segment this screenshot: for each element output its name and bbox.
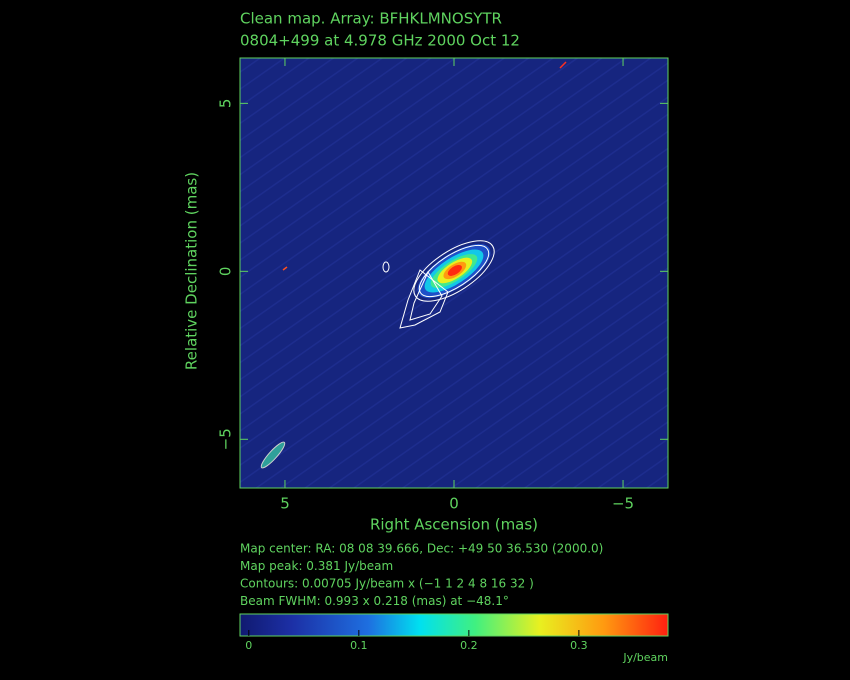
contour xyxy=(382,261,390,273)
info-line: Beam FWHM: 0.993 x 0.218 (mas) at −48.1° xyxy=(240,594,509,608)
noise-feature xyxy=(559,61,567,69)
source xyxy=(413,240,495,302)
y-axis-label: Relative Declination (mas) xyxy=(183,172,201,370)
colorbar-tick-label: 0.3 xyxy=(570,639,588,652)
colorbar-frame xyxy=(239,613,669,637)
x-axis-label: Right Ascension (mas) xyxy=(370,516,538,534)
contour xyxy=(399,269,449,329)
x-tick-label: −5 xyxy=(612,495,634,513)
info-line: Map center: RA: 08 08 39.666, Dec: +49 5… xyxy=(240,542,603,556)
x-tick-label: 5 xyxy=(280,495,290,513)
beam xyxy=(260,441,286,469)
y-tick-label: 5 xyxy=(217,99,235,109)
info-line: Map peak: 0.381 Jy/beam xyxy=(240,559,393,573)
colorbar-tick-label: 0.2 xyxy=(460,639,478,652)
colorbar-tick-label: 0 xyxy=(245,639,252,652)
chart-subtitle: 0804+499 at 4.978 GHz 2000 Oct 12 xyxy=(240,32,520,50)
x-tick-label: 0 xyxy=(449,495,459,513)
contour xyxy=(409,270,443,321)
chart-title: Clean map. Array: BFHKLMNOSYTR xyxy=(240,10,502,28)
info-line: Contours: 0.00705 Jy/beam x (−1 1 2 4 8 … xyxy=(240,577,534,591)
colorbar-label: Jy/beam xyxy=(622,651,668,664)
colorbar-tick-label: 0.1 xyxy=(350,639,368,652)
noise-feature xyxy=(282,266,288,271)
colorbar xyxy=(240,614,668,636)
y-tick-label: −5 xyxy=(217,428,235,450)
y-tick-label: 0 xyxy=(217,267,235,277)
